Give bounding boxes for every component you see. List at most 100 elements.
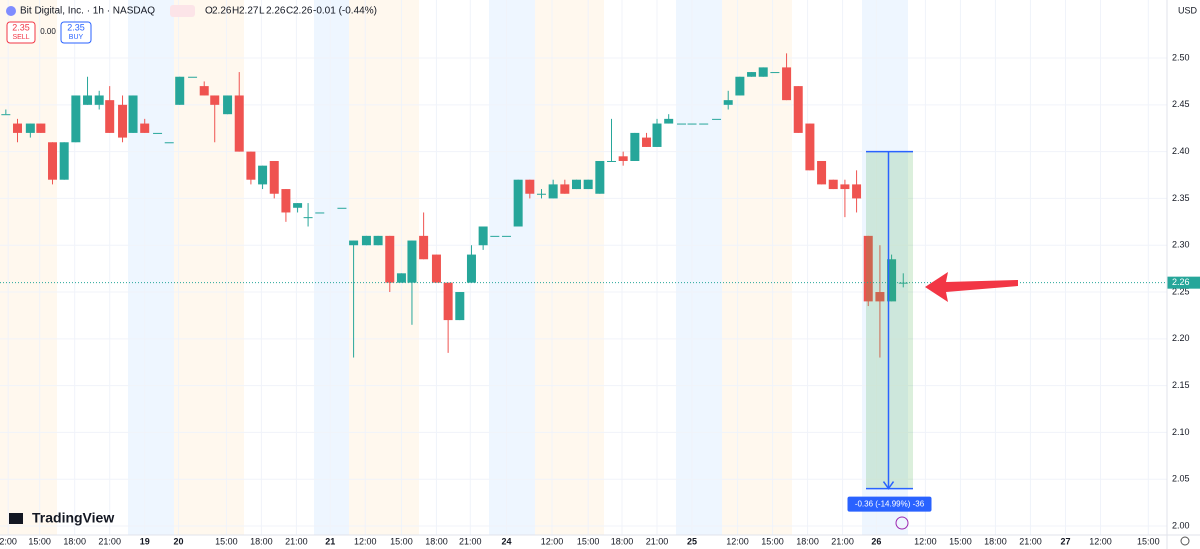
x-tick-label: 21:00 bbox=[1019, 536, 1042, 546]
candle-body bbox=[852, 184, 862, 199]
candle-body bbox=[293, 203, 303, 208]
candle-body bbox=[642, 137, 652, 147]
candle-body bbox=[782, 67, 792, 101]
x-tick-label: 12:00 bbox=[726, 536, 749, 546]
buy-label: BUY bbox=[69, 34, 84, 41]
x-tick-label: 18:00 bbox=[611, 536, 634, 546]
candle-body bbox=[875, 292, 885, 302]
candle-body bbox=[223, 95, 233, 115]
candle-body bbox=[188, 76, 198, 78]
candle-body bbox=[407, 240, 417, 283]
candle-body bbox=[13, 123, 23, 133]
x-tick-label: 15:00 bbox=[215, 536, 238, 546]
change: -0.01 (-0.44%) bbox=[313, 6, 377, 17]
symbol-logo bbox=[6, 6, 16, 16]
candle-body bbox=[525, 179, 535, 194]
candle-body bbox=[735, 76, 745, 96]
candle-body bbox=[153, 132, 163, 134]
spread: 0.00 bbox=[40, 27, 56, 36]
measure-arrowhead bbox=[882, 481, 895, 490]
legend-value: 2.26 bbox=[293, 6, 313, 17]
candle-body bbox=[840, 184, 850, 190]
candle-body bbox=[94, 95, 104, 105]
candle-body bbox=[246, 151, 256, 180]
candle-body bbox=[583, 179, 593, 190]
buy-price: 2.35 bbox=[67, 22, 85, 32]
candle-body bbox=[677, 123, 687, 125]
last-price-tag bbox=[1167, 276, 1200, 289]
y-tick-label: 2.50 bbox=[1172, 52, 1190, 62]
settings-icon[interactable] bbox=[1180, 536, 1190, 546]
y-tick-label: 2.35 bbox=[1172, 193, 1190, 203]
header: Bit Digital, Inc. · 1h · NASDAQ O 2.26 H 2.… bbox=[6, 5, 377, 44]
legend-value: 2.26 bbox=[266, 6, 286, 17]
y-tick-label: 2.10 bbox=[1172, 427, 1190, 437]
candle-body bbox=[863, 235, 873, 302]
candle-body bbox=[385, 235, 395, 283]
candle-body bbox=[234, 95, 244, 152]
candle-body bbox=[315, 212, 325, 214]
candle-body bbox=[349, 240, 359, 246]
measure-label: -0.36 (-14.99%) -36 bbox=[855, 500, 925, 509]
x-tick-label: 18:00 bbox=[796, 536, 819, 546]
candle-body bbox=[443, 282, 453, 321]
overlay: 2.26 -0.36 (-14.99%) -36 bbox=[0, 150, 1200, 512]
legend-value: 2.27 bbox=[239, 6, 259, 17]
y-tick-label: 2.05 bbox=[1172, 474, 1190, 484]
session-bands bbox=[0, 0, 908, 535]
x-tick-label: 15:00 bbox=[1137, 536, 1160, 546]
y-tick-label: 2.15 bbox=[1172, 380, 1190, 390]
buy-button[interactable] bbox=[60, 21, 92, 44]
candle-body bbox=[466, 254, 476, 283]
candle-body bbox=[513, 179, 523, 227]
candle-body bbox=[630, 132, 640, 161]
measure-box bbox=[866, 151, 913, 489]
x-tick-label: 26 bbox=[871, 536, 881, 546]
x-tick-label: 24 bbox=[501, 536, 511, 546]
candle-body bbox=[712, 118, 722, 120]
legend-key: C bbox=[286, 6, 293, 17]
x-tick-label: 15:00 bbox=[949, 536, 972, 546]
candle-body bbox=[1, 114, 11, 116]
x-tick-label: 25 bbox=[687, 536, 697, 546]
event-icon[interactable] bbox=[895, 516, 909, 530]
legend-value: 2.26 bbox=[212, 6, 232, 17]
x-tick-label: 15:00 bbox=[390, 536, 413, 546]
legend-key: O bbox=[205, 6, 213, 17]
x-tick-label: 18:00 bbox=[250, 536, 273, 546]
x-tick-label: 20 bbox=[174, 536, 184, 546]
symbol-title: Bit Digital, Inc. · 1h · NASDAQ bbox=[20, 6, 155, 17]
candle-body bbox=[548, 184, 558, 199]
candle-body bbox=[490, 235, 500, 237]
candles bbox=[1, 53, 908, 358]
candle-body bbox=[303, 217, 313, 219]
candle-body bbox=[128, 95, 138, 133]
y-tick-label: 2.20 bbox=[1172, 333, 1190, 343]
x-tick-label: 21:00 bbox=[646, 536, 669, 546]
candle-body bbox=[373, 235, 383, 246]
candle-body bbox=[48, 142, 58, 180]
x-tick-label: 2:00 bbox=[0, 536, 17, 546]
candle-body bbox=[140, 123, 150, 133]
x-tick-label: 15:00 bbox=[577, 536, 600, 546]
candle-body bbox=[36, 123, 46, 133]
candle-body bbox=[699, 123, 709, 125]
last-price-label: 2.26 bbox=[1172, 277, 1190, 287]
candle-body bbox=[419, 235, 429, 260]
candle-body bbox=[805, 123, 815, 171]
candle-body bbox=[337, 207, 347, 209]
x-tick-label: 21:00 bbox=[285, 536, 308, 546]
x-tick-label: 15:00 bbox=[28, 536, 51, 546]
candle-body bbox=[687, 123, 697, 125]
sell-button[interactable] bbox=[6, 21, 36, 44]
candle-body bbox=[431, 254, 441, 283]
x-tick-label: 21 bbox=[325, 536, 335, 546]
status-pill bbox=[170, 5, 195, 17]
candle-body bbox=[817, 160, 827, 185]
candle-body bbox=[396, 273, 406, 283]
x-tick-label: 12:00 bbox=[354, 536, 377, 546]
x-tick-label: 21:00 bbox=[459, 536, 482, 546]
candle-body bbox=[595, 160, 605, 194]
candle-body bbox=[478, 226, 488, 246]
